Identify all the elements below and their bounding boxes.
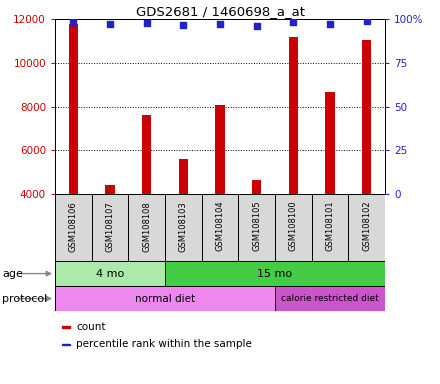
Bar bbox=[252, 180, 261, 194]
Bar bbox=[55, 286, 275, 311]
Point bbox=[216, 20, 224, 26]
Bar bbox=[62, 326, 70, 328]
Text: count: count bbox=[77, 322, 106, 332]
Bar bbox=[275, 286, 385, 311]
Text: 4 mo: 4 mo bbox=[96, 268, 124, 279]
Bar bbox=[69, 23, 78, 194]
Bar bbox=[362, 40, 371, 194]
Bar bbox=[275, 194, 312, 261]
Text: GSM108102: GSM108102 bbox=[362, 201, 371, 252]
Bar bbox=[92, 194, 128, 261]
Bar bbox=[128, 194, 165, 261]
Bar bbox=[238, 194, 275, 261]
Point bbox=[180, 22, 187, 28]
Point bbox=[106, 22, 114, 28]
Text: GSM108106: GSM108106 bbox=[69, 201, 78, 252]
Text: GSM108105: GSM108105 bbox=[252, 201, 261, 252]
Text: 15 mo: 15 mo bbox=[257, 268, 293, 279]
Bar bbox=[216, 106, 224, 194]
Bar bbox=[348, 194, 385, 261]
Bar bbox=[55, 261, 165, 286]
Bar bbox=[142, 115, 151, 194]
Text: GSM108108: GSM108108 bbox=[142, 201, 151, 252]
Bar bbox=[202, 194, 238, 261]
Text: calorie restricted diet: calorie restricted diet bbox=[281, 294, 379, 303]
Point bbox=[70, 19, 77, 25]
Bar bbox=[106, 185, 114, 194]
Text: percentile rank within the sample: percentile rank within the sample bbox=[77, 339, 252, 349]
Bar bbox=[312, 194, 348, 261]
Text: GSM108101: GSM108101 bbox=[326, 201, 334, 252]
Text: GSM108107: GSM108107 bbox=[106, 201, 114, 252]
Text: GSM108103: GSM108103 bbox=[179, 201, 188, 252]
Text: age: age bbox=[2, 268, 23, 279]
Bar bbox=[55, 194, 92, 261]
Text: protocol: protocol bbox=[2, 293, 48, 304]
Text: normal diet: normal diet bbox=[135, 293, 195, 304]
Point bbox=[290, 19, 297, 25]
Point bbox=[143, 20, 150, 26]
Bar bbox=[165, 261, 385, 286]
Text: GSM108100: GSM108100 bbox=[289, 201, 298, 252]
Bar bbox=[289, 37, 298, 194]
Point bbox=[326, 22, 334, 28]
Bar bbox=[326, 93, 334, 194]
Text: GSM108104: GSM108104 bbox=[216, 201, 224, 252]
Title: GDS2681 / 1460698_a_at: GDS2681 / 1460698_a_at bbox=[136, 5, 304, 18]
Bar bbox=[165, 194, 202, 261]
Point bbox=[253, 23, 260, 29]
Bar bbox=[62, 344, 70, 345]
Point bbox=[363, 18, 370, 24]
Bar bbox=[179, 159, 188, 194]
